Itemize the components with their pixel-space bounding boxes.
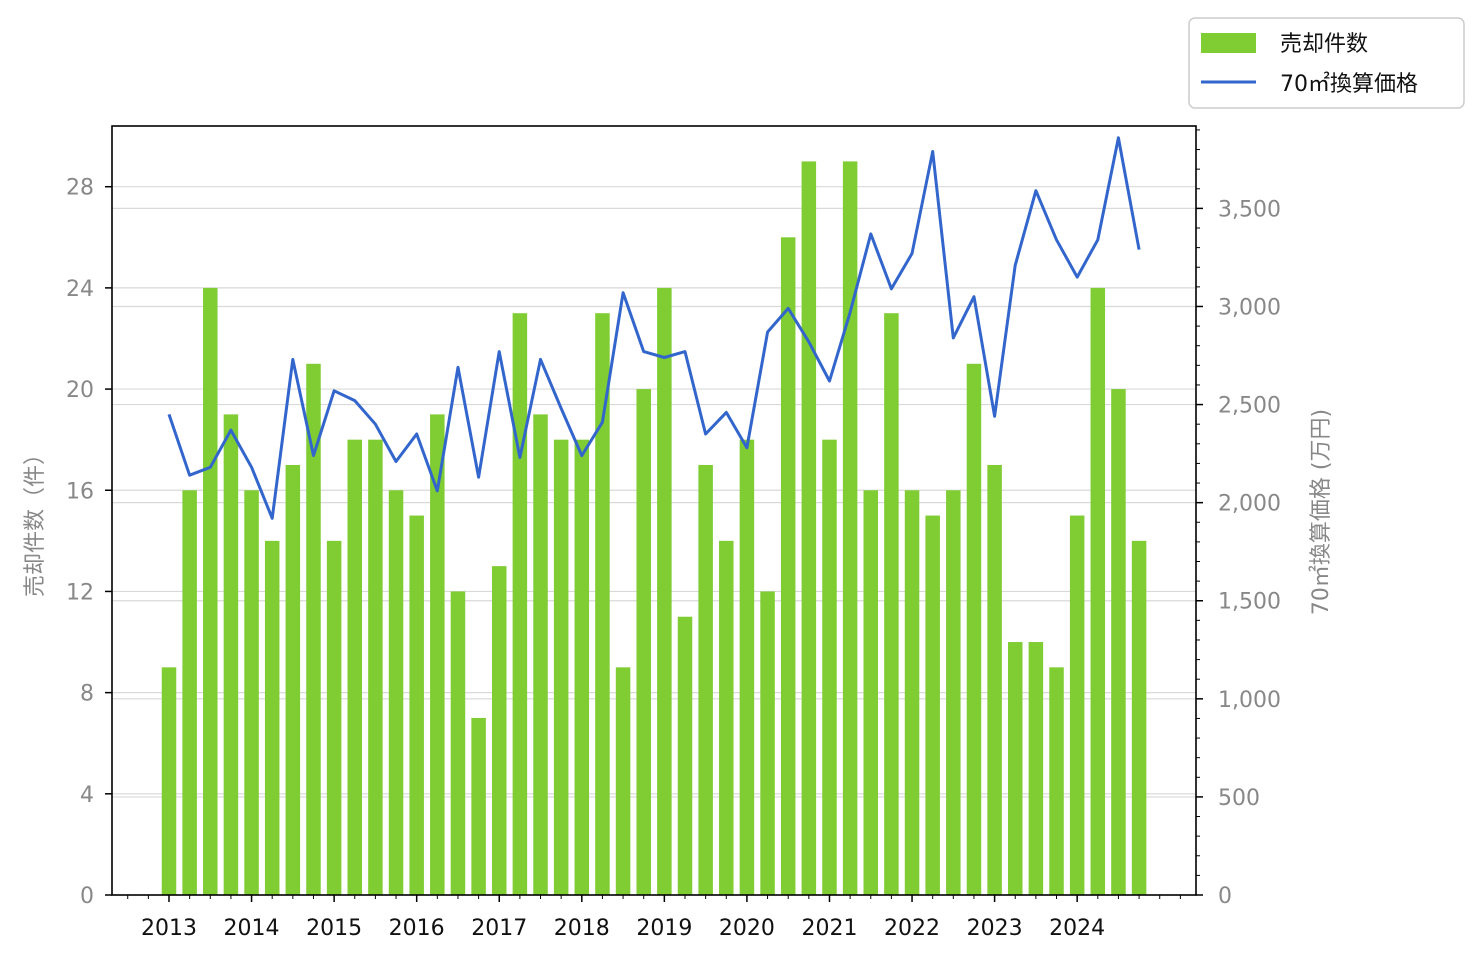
y-right-tick-label: 2,500 [1218, 394, 1281, 419]
bar [863, 490, 879, 895]
y-right-tick-label: 3,000 [1218, 295, 1281, 320]
y-left-tick-label: 12 [66, 580, 94, 605]
bar [182, 490, 197, 895]
axes: 048121620242805001,0001,5002,0002,5003,0… [66, 129, 1281, 941]
x-tick-label: 2017 [471, 916, 527, 941]
bar [946, 490, 961, 895]
bar [161, 667, 177, 895]
y-right-tick-label: 0 [1218, 884, 1232, 909]
bar [822, 439, 837, 895]
bar [636, 389, 651, 895]
y-right-tick-label: 500 [1218, 786, 1260, 811]
bar [430, 414, 445, 895]
y-right-tick-label: 1,500 [1218, 590, 1281, 615]
bar [780, 237, 796, 896]
bar [347, 439, 363, 895]
legend: 売却件数 70㎡換算価格 [1188, 17, 1465, 109]
legend-line-label: 70㎡換算価格 [1280, 71, 1418, 97]
bar [1069, 515, 1085, 895]
bar [306, 363, 321, 895]
bar [595, 313, 610, 895]
bar [244, 490, 259, 895]
bar [471, 717, 486, 895]
y-right-tick-label: 2,000 [1218, 492, 1281, 517]
bar [203, 287, 218, 895]
y-left-tick-label: 28 [66, 176, 94, 201]
bar [533, 414, 548, 895]
bar [512, 313, 528, 895]
plot-frame [111, 125, 1197, 896]
x-tick-label: 2021 [801, 916, 857, 941]
bar [553, 439, 569, 895]
y-left-tick-label: 0 [80, 884, 94, 909]
legend-bar-label: 売却件数 [1280, 32, 1368, 57]
bar [657, 287, 672, 895]
bar [739, 439, 755, 895]
x-tick-label: 2016 [389, 916, 445, 941]
bar [574, 439, 590, 895]
bar [615, 667, 631, 895]
y-left-tick-label: 20 [66, 378, 94, 403]
x-tick-label: 2023 [967, 916, 1023, 941]
x-tick-label: 2019 [636, 916, 692, 941]
price-line [167, 136, 1141, 520]
y-right-tick-label: 1,000 [1218, 688, 1281, 713]
bar [760, 591, 775, 895]
bar [966, 363, 982, 895]
bar [1049, 667, 1064, 895]
bar [677, 616, 693, 895]
bar [491, 566, 507, 895]
y-left-tick-label: 4 [80, 783, 94, 808]
x-tick-label: 2014 [224, 916, 280, 941]
legend-box [1188, 17, 1465, 109]
bar [450, 591, 466, 895]
bar [388, 490, 404, 895]
x-tick-label: 2013 [141, 916, 197, 941]
bar [1007, 642, 1023, 895]
bar [904, 490, 920, 895]
bar [842, 161, 858, 895]
bar [285, 464, 301, 895]
bar [1028, 642, 1044, 895]
x-tick-label: 2015 [306, 916, 362, 941]
bar [925, 515, 940, 895]
bar [368, 439, 383, 895]
y-left-tick-label: 16 [66, 479, 94, 504]
x-tick-label: 2022 [884, 916, 940, 941]
y-axis-left-title: 売却件数（件） [23, 443, 48, 597]
bar [698, 464, 713, 895]
bar [884, 313, 899, 895]
y-axis-right-title: 70㎡換算価格 (万円) [1308, 409, 1334, 615]
bar [326, 540, 342, 895]
y-left-tick-label: 8 [80, 682, 94, 707]
legend-bar-swatch [1201, 33, 1256, 53]
x-tick-label: 2020 [719, 916, 775, 941]
y-right-tick-label: 3,500 [1218, 197, 1281, 222]
x-tick-label: 2018 [554, 916, 610, 941]
bar [719, 540, 734, 895]
bar [1090, 287, 1106, 895]
bar-series [161, 161, 1147, 896]
bar [409, 515, 424, 895]
bar [987, 464, 1002, 895]
bar [1131, 540, 1147, 895]
line-series [167, 136, 1141, 520]
bar [223, 414, 239, 895]
x-tick-label: 2024 [1049, 916, 1105, 941]
bar [264, 540, 280, 895]
bar [1111, 389, 1126, 895]
y-left-tick-label: 24 [66, 277, 94, 302]
bar [801, 161, 817, 895]
